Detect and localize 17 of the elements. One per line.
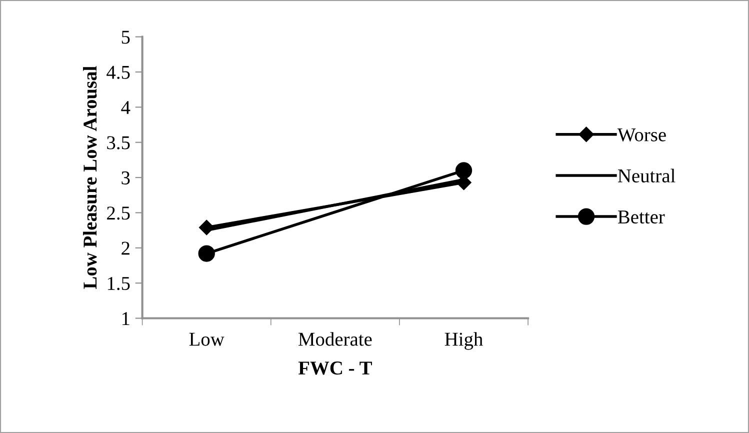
legend-label: Worse	[617, 128, 666, 142]
y-tick-label: 2.5	[107, 206, 130, 220]
y-tick-label: 2	[122, 242, 130, 255]
y-tick-label: 5	[122, 30, 130, 44]
y-tick-label: 4	[121, 101, 130, 114]
y-tick-label: 3	[122, 171, 130, 184]
x-axis-title: FWC - T	[298, 362, 372, 375]
y-tick-label: 3.5	[107, 136, 130, 150]
y-tick-label: 1.5	[108, 276, 130, 290]
x-tick-label: Low	[189, 332, 224, 346]
legend-label: Better	[618, 210, 665, 224]
x-tick-label: High	[444, 332, 483, 350]
y-tick-label: 1	[122, 312, 130, 325]
y-tick-label: 4.5	[106, 66, 130, 80]
x-tick-label: Moderate	[298, 332, 372, 346]
y-axis-title: Low Pleasure Low Arousal	[83, 66, 97, 289]
legend-label: Neutral	[618, 168, 676, 182]
